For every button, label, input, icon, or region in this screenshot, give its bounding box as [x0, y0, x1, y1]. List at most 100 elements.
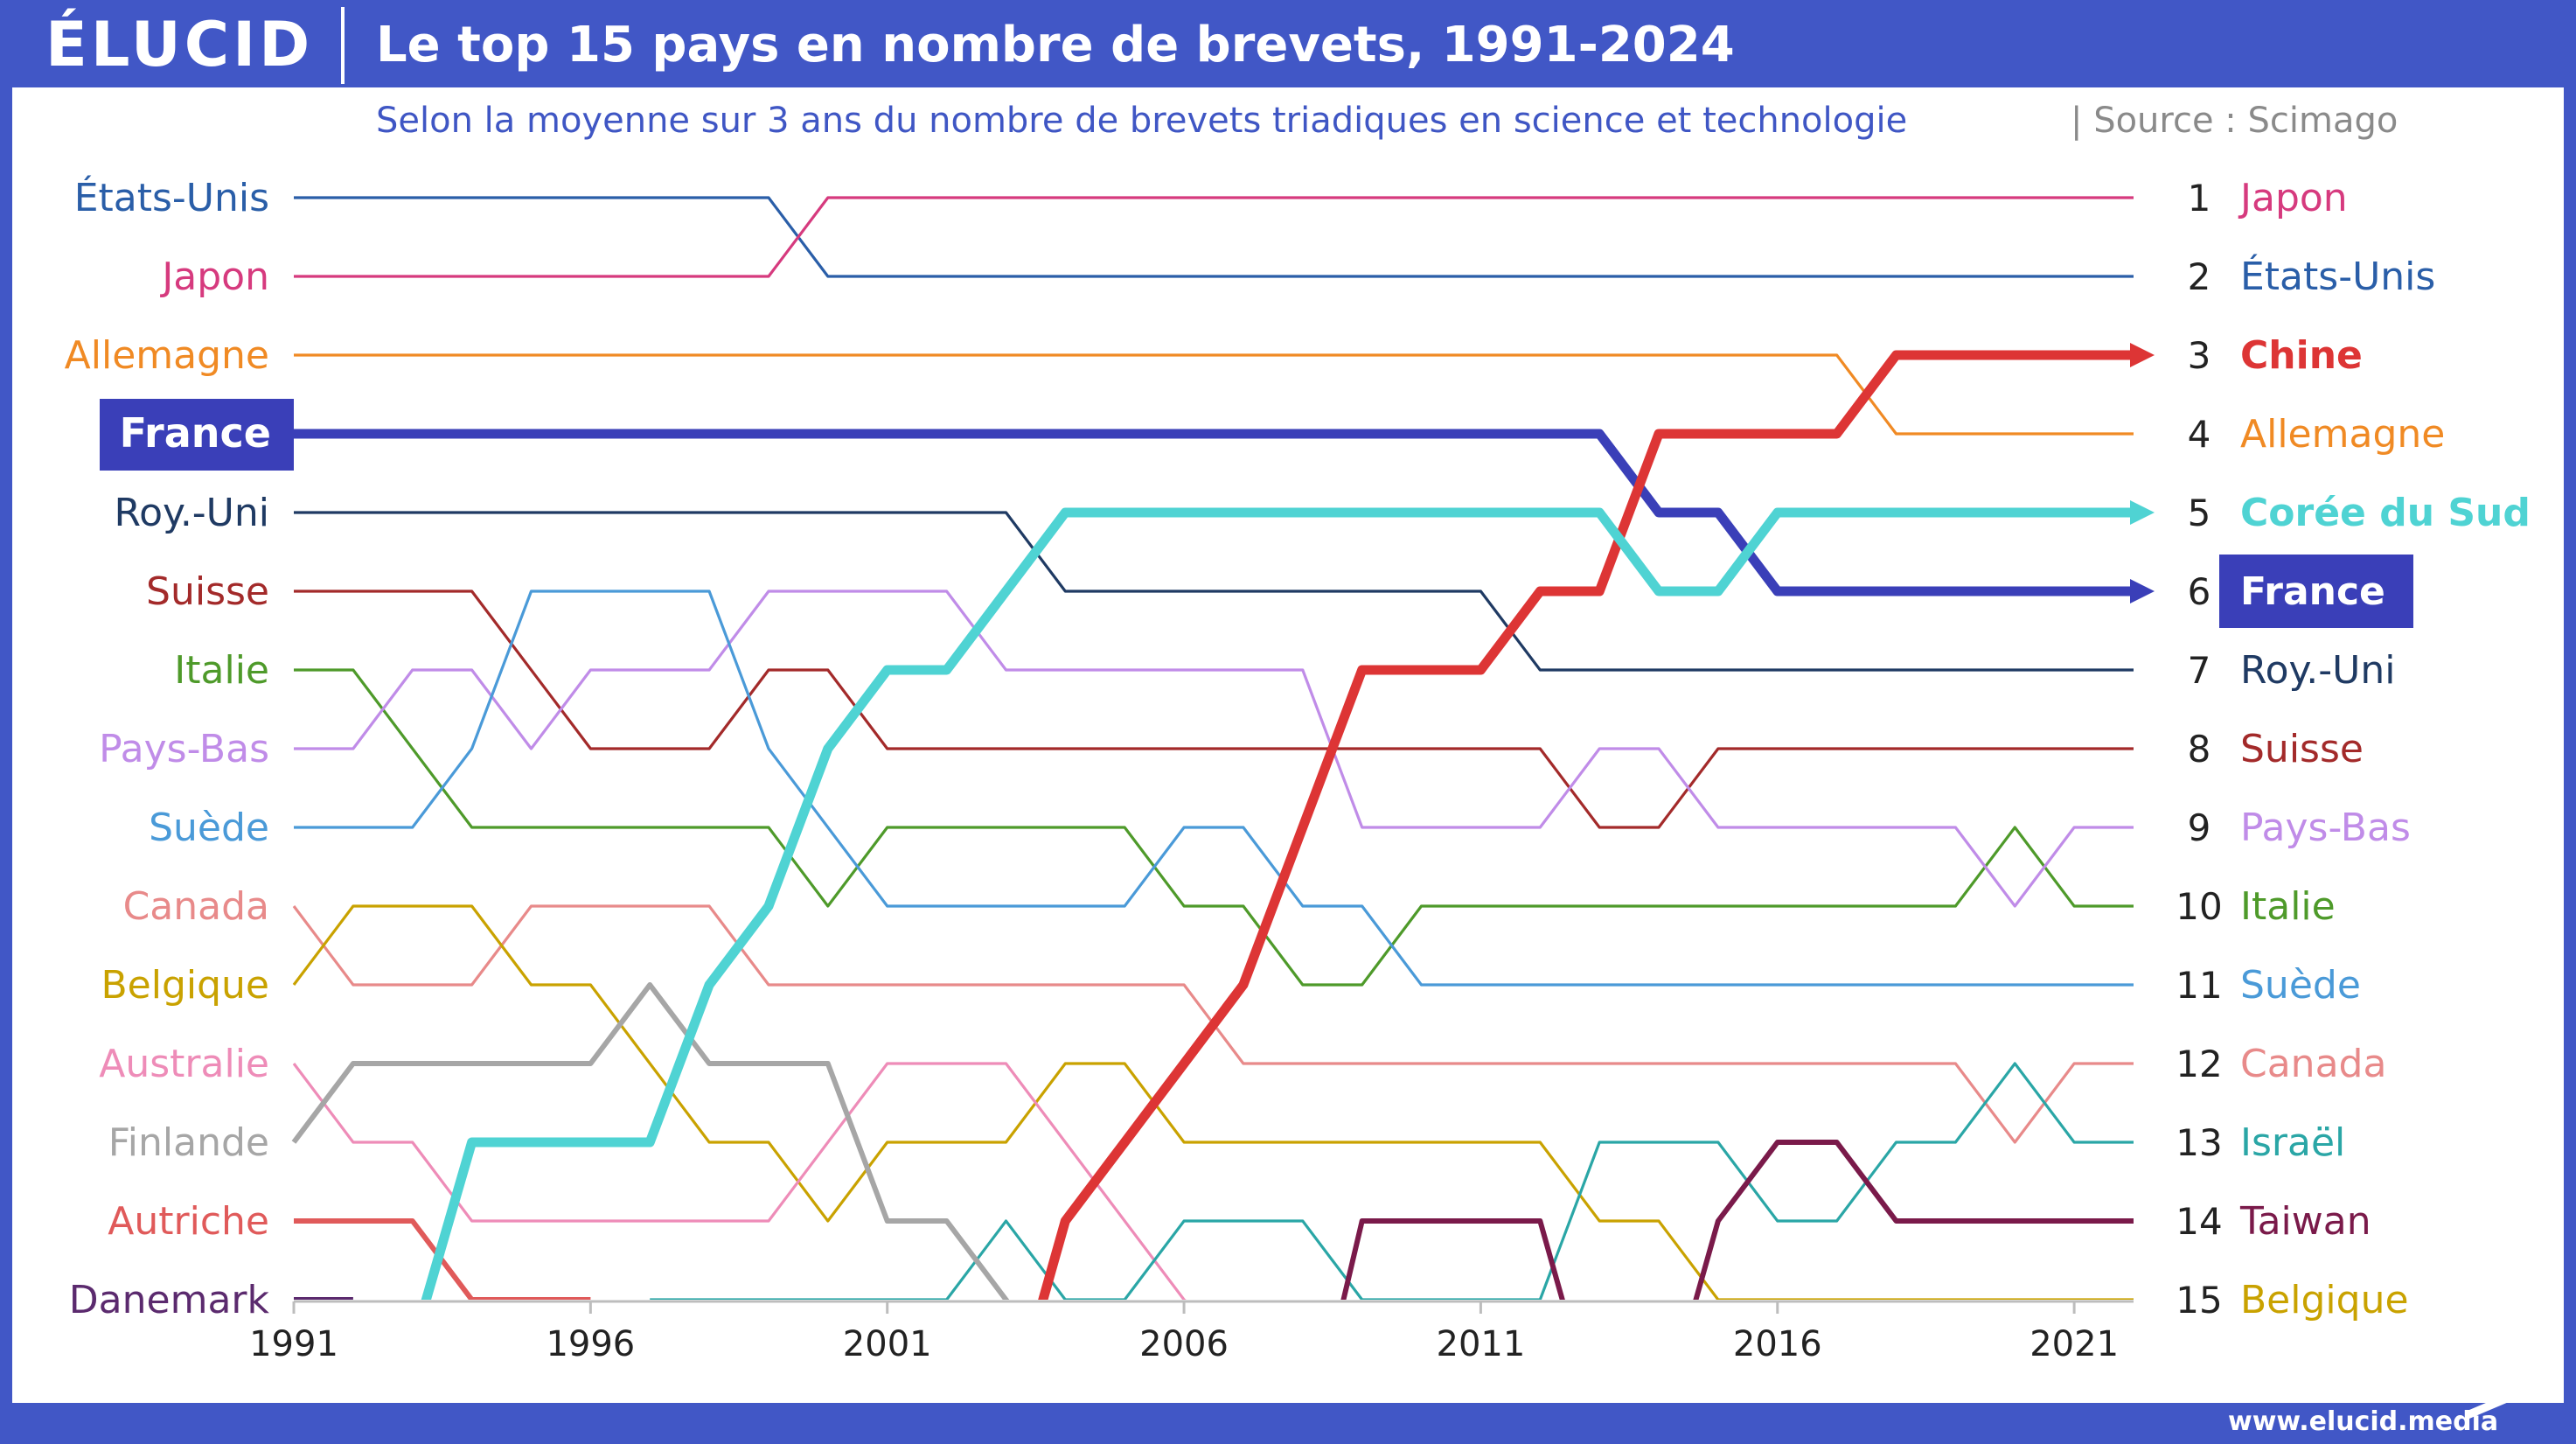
series-line-australie — [292, 1062, 1187, 1300]
right-label-canada: 12 Canada — [2176, 1042, 2386, 1086]
rank-number: 14 — [2176, 1200, 2222, 1243]
left-label-allemagne: Allemagne — [65, 333, 269, 378]
left-label-text: Canada — [123, 884, 269, 929]
arrowhead-france — [2130, 579, 2155, 603]
footer-url[interactable]: www.elucid.media — [2228, 1406, 2499, 1437]
right-label-text: Italie — [2240, 884, 2336, 929]
left-label-text: Roy.-Uni — [115, 491, 269, 535]
right-label-etats-unis: 2 États-Unis — [2188, 253, 2436, 299]
right-label-text: États-Unis — [2240, 253, 2435, 299]
chart-source: | Source : Scimago — [2071, 101, 2398, 141]
left-label-text: France — [120, 409, 271, 457]
right-label-belgique: 15 Belgique — [2176, 1278, 2408, 1322]
left-label-danemark: Danemark — [69, 1278, 270, 1322]
rank-number: 10 — [2176, 885, 2222, 928]
x-tick-label-2021: 2021 — [2029, 1324, 2119, 1364]
right-label-text: Taiwan — [2239, 1199, 2371, 1244]
right-label-text: Israël — [2240, 1120, 2345, 1165]
series-line-suisse — [294, 589, 2134, 829]
left-label-belgique: Belgique — [101, 963, 269, 1008]
arrowhead-chine — [2130, 343, 2155, 367]
chart-panel — [12, 87, 2564, 1403]
right-label-italie: 10 Italie — [2176, 884, 2335, 929]
left-label-suede: Suède — [149, 806, 269, 850]
right-label-text: Suisse — [2240, 727, 2364, 771]
right-label-roy-uni: 7 Roy.-Uni — [2188, 648, 2396, 693]
right-label-text: Chine — [2240, 333, 2363, 378]
left-label-text: Autriche — [108, 1199, 269, 1244]
left-label-etats-unis: États-Unis — [74, 174, 269, 220]
right-label-text: Pays-Bas — [2240, 806, 2411, 850]
x-tick-label-2016: 2016 — [1733, 1324, 1822, 1364]
series-line-chine — [1038, 350, 2134, 1300]
rank-number: 7 — [2188, 649, 2211, 692]
series-line-etats-unis — [294, 196, 2134, 278]
x-tick-label-2001: 2001 — [843, 1324, 932, 1364]
left-label-roy-uni: Roy.-Uni — [115, 491, 269, 535]
x-tick-label-2006: 2006 — [1139, 1324, 1229, 1364]
left-label-text: Italie — [174, 648, 269, 693]
right-label-highlight-box — [2219, 555, 2413, 628]
rank-number: 12 — [2176, 1043, 2222, 1085]
right-label-text: Canada — [2240, 1042, 2386, 1086]
rank-number: 13 — [2176, 1121, 2222, 1164]
axis-layer: 1991 1996 2001 2006 2011 2016 2021 — [249, 1300, 2134, 1364]
rank-number: 5 — [2188, 492, 2211, 534]
series-line-coree-du-sud — [421, 507, 2134, 1300]
right-label-text: Japon — [2238, 176, 2348, 220]
right-label-allemagne: 4 Allemagne — [2188, 412, 2446, 457]
chart-subtitle: Selon la moyenne sur 3 ans du nombre de … — [376, 101, 1908, 141]
right-label-text: Allemagne — [2240, 412, 2445, 457]
right-label-taiwan: 14 Taiwan — [2176, 1199, 2371, 1244]
rank-number: 4 — [2188, 413, 2211, 456]
left-label-highlight-box — [100, 399, 294, 471]
series-line-roy-uni — [294, 511, 2134, 672]
series-line-suede — [294, 589, 2134, 987]
left-label-france: France — [100, 399, 294, 471]
left-label-finlande: Finlande — [108, 1120, 269, 1165]
right-label-israel: 13 Israël — [2176, 1120, 2345, 1165]
left-label-text: Japon — [159, 255, 269, 299]
right-label-suisse: 8 Suisse — [2188, 727, 2364, 771]
right-label-japon: 1 Japon — [2188, 176, 2348, 220]
left-label-text: États-Unis — [74, 174, 269, 220]
series-line-france — [294, 429, 2134, 596]
left-label-text: Pays-Bas — [99, 727, 269, 771]
rank-number: 1 — [2188, 177, 2211, 220]
label-layer: États-Unis Japon Allemagne France Roy.-Uni Su… — [65, 174, 2531, 1322]
rank-number: 6 — [2188, 570, 2211, 613]
series-line-pays-bas — [294, 589, 2134, 908]
left-label-autriche: Autriche — [108, 1199, 269, 1244]
right-label-suede: 11 Suède — [2176, 963, 2361, 1008]
page-title: Le top 15 pays en nombre de brevets, 199… — [376, 17, 1735, 73]
left-label-text: Allemagne — [65, 333, 269, 378]
rank-number: 3 — [2188, 334, 2211, 377]
x-tick-label-2011: 2011 — [1437, 1324, 1526, 1364]
right-label-text: Suède — [2240, 963, 2361, 1008]
series-line-canada — [292, 904, 2134, 1144]
left-label-canada: Canada — [123, 884, 269, 929]
left-label-italie: Italie — [174, 648, 269, 693]
rank-number: 8 — [2188, 728, 2211, 771]
series-layer — [291, 196, 2134, 1300]
right-label-chine: 3 Chine — [2188, 333, 2363, 378]
left-label-text: Belgique — [101, 963, 269, 1008]
rank-number: 2 — [2188, 255, 2211, 298]
left-label-text: Suède — [149, 806, 269, 850]
right-label-text: Corée du Sud — [2240, 491, 2531, 535]
right-label-france: 6 France — [2188, 555, 2413, 628]
series-line-finlande — [291, 982, 1010, 1300]
brand-logo[interactable]: ÉLUCID — [45, 9, 314, 80]
left-label-text: Australie — [99, 1042, 269, 1086]
rank-number: 9 — [2188, 806, 2211, 849]
x-tick-label-1996: 1996 — [546, 1324, 635, 1364]
series-line-allemagne — [294, 353, 2134, 436]
left-label-text: Danemark — [69, 1278, 270, 1322]
right-label-coree-du-sud: 5 Corée du Sud — [2188, 491, 2531, 535]
left-label-suisse: Suisse — [146, 569, 269, 614]
header-divider — [341, 7, 345, 84]
rank-number: 15 — [2176, 1279, 2222, 1322]
right-label-text: Roy.-Uni — [2240, 648, 2395, 693]
